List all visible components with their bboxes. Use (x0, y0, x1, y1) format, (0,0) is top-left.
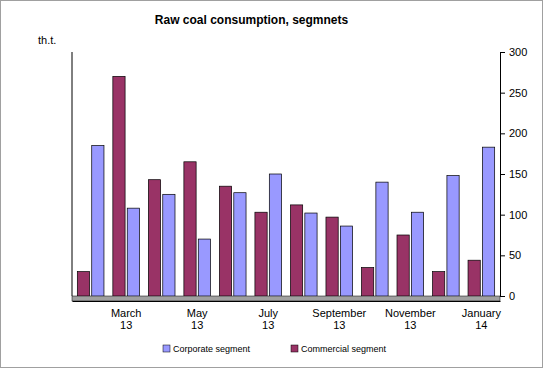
tick-mark (500, 52, 505, 53)
bar (269, 174, 281, 296)
tick: July13 (258, 307, 278, 331)
bar (411, 212, 423, 296)
bar (482, 147, 494, 296)
chart: Raw coal consumption, segmnets th.t. 0 50 10… (0, 0, 543, 368)
tick-mark (500, 133, 505, 134)
bar (433, 272, 445, 296)
tick-label: 200 (509, 127, 527, 139)
tick: March13 (111, 307, 142, 331)
tick-label: 300 (509, 46, 527, 58)
tick: 150 (500, 168, 527, 180)
tick-label: November13 (385, 307, 436, 331)
tick-mark (500, 215, 505, 216)
y-axis: 0 50 100 150 200 250 300 (500, 46, 527, 302)
tick-label: September13 (312, 307, 366, 331)
axis-line (501, 53, 506, 297)
legend-label: Corporate segment (173, 344, 251, 354)
bar (77, 272, 89, 296)
bar (468, 260, 480, 296)
tick: 300 (500, 46, 527, 58)
axis-line (73, 301, 501, 302)
bar (255, 212, 267, 296)
bars (77, 76, 494, 296)
tick: 250 (500, 87, 527, 99)
bar (219, 186, 231, 296)
plot-frame (72, 52, 73, 296)
y-axis-title: th.t. (38, 34, 56, 46)
legend: Corporate segment Commercial segment (163, 344, 387, 354)
bar (234, 193, 246, 296)
tick-label: 0 (509, 290, 515, 302)
x-axis: March13 May13 July13 September13 November13 J… (73, 302, 502, 331)
bar (340, 226, 352, 296)
bar (397, 235, 409, 296)
bar (184, 162, 196, 296)
tick: 50 (500, 249, 521, 261)
tick-label: July13 (258, 307, 278, 331)
tick-label: 250 (509, 87, 527, 99)
tick-label: January14 (462, 307, 502, 331)
bar (447, 176, 459, 296)
bar (326, 217, 338, 296)
tick: 200 (500, 127, 527, 139)
tick-label: March13 (111, 307, 142, 331)
tick-label: 100 (509, 209, 527, 221)
legend-swatch (291, 345, 298, 352)
tick-mark (500, 255, 505, 256)
bar (305, 213, 317, 296)
bar (92, 146, 104, 296)
tick: 0 (500, 290, 515, 302)
tick-mark (500, 296, 505, 297)
tick: January14 (462, 307, 502, 331)
bar (290, 205, 302, 296)
bar (198, 239, 210, 296)
bar (148, 180, 160, 296)
tick: September13 (312, 307, 366, 331)
bar (127, 208, 139, 296)
bar (376, 182, 388, 296)
tick-label: 50 (509, 249, 521, 261)
bar (163, 194, 175, 296)
title: Raw coal consumption, segmnets (155, 13, 349, 27)
background (1, 1, 543, 368)
plot-floor (72, 296, 500, 301)
tick-label: May13 (187, 307, 208, 331)
tick-mark (500, 174, 505, 175)
legend-swatch (163, 345, 170, 352)
bar (113, 76, 125, 296)
tick: 100 (500, 209, 527, 221)
tick: November13 (385, 307, 436, 331)
legend-label: Commercial segment (301, 344, 387, 354)
tick-label: 150 (509, 168, 527, 180)
tick: May13 (187, 307, 208, 331)
bar (361, 268, 373, 296)
tick-mark (500, 93, 505, 94)
